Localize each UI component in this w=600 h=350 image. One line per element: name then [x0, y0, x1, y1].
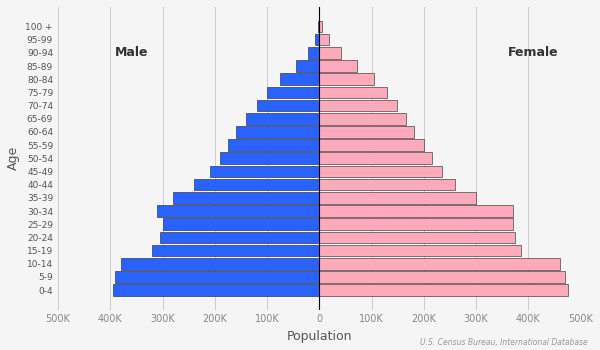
Text: Female: Female [508, 46, 559, 60]
Bar [113, 284, 319, 296]
Bar [296, 60, 319, 72]
Bar [315, 34, 319, 46]
Bar [319, 258, 560, 270]
Bar [319, 113, 406, 125]
Bar [319, 192, 476, 204]
Bar [319, 139, 424, 151]
Bar [308, 47, 319, 59]
Bar [319, 205, 512, 217]
Bar [319, 86, 387, 98]
Bar [257, 100, 319, 111]
Bar [319, 74, 374, 85]
Bar [319, 34, 329, 46]
Bar [319, 179, 455, 190]
Bar [319, 153, 431, 164]
Bar [319, 218, 512, 230]
Bar [319, 284, 568, 296]
Bar [115, 271, 319, 283]
Bar [318, 21, 319, 32]
Bar [121, 258, 319, 270]
Bar [152, 245, 319, 256]
Bar [220, 153, 319, 164]
Bar [319, 47, 341, 59]
Text: Male: Male [115, 46, 148, 60]
Bar [267, 86, 319, 98]
Bar [319, 232, 515, 243]
Text: U.S. Census Bureau, International Database: U.S. Census Bureau, International Databa… [420, 337, 588, 346]
Bar [160, 232, 319, 243]
Bar [319, 245, 521, 256]
Bar [319, 271, 565, 283]
Bar [319, 126, 415, 138]
X-axis label: Population: Population [287, 330, 352, 343]
Bar [209, 166, 319, 177]
Bar [157, 205, 319, 217]
Bar [163, 218, 319, 230]
Bar [246, 113, 319, 125]
Bar [280, 74, 319, 85]
Bar [228, 139, 319, 151]
Bar [173, 192, 319, 204]
Bar [319, 166, 442, 177]
Bar [319, 100, 397, 111]
Y-axis label: Age: Age [7, 146, 20, 170]
Bar [319, 21, 322, 32]
Bar [194, 179, 319, 190]
Bar [236, 126, 319, 138]
Bar [319, 60, 357, 72]
